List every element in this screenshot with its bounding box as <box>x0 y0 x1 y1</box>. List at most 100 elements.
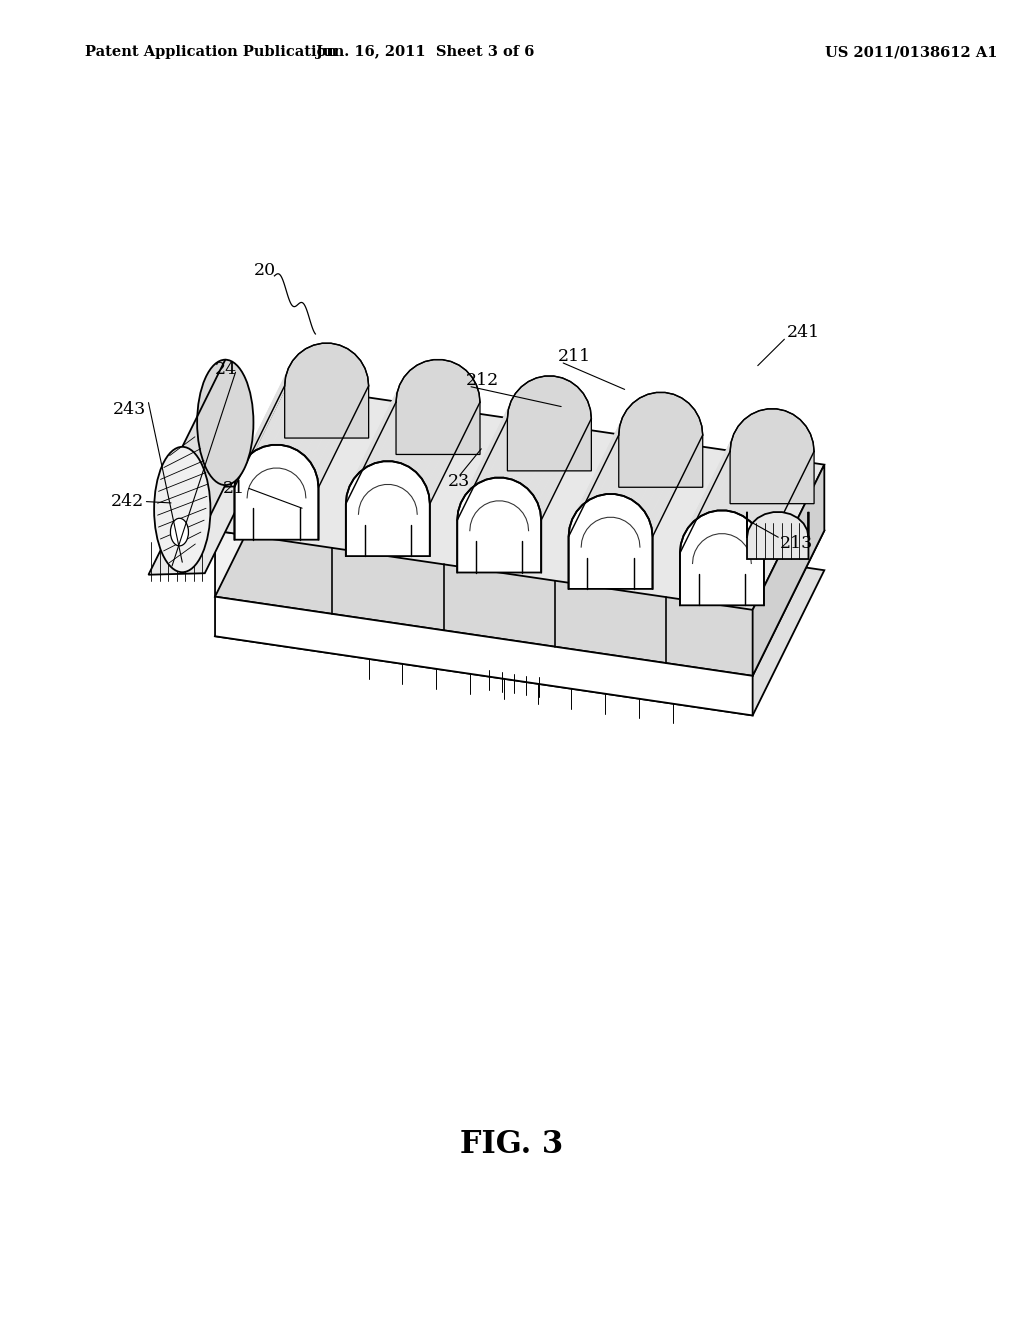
Polygon shape <box>709 409 768 512</box>
Polygon shape <box>568 436 618 537</box>
Polygon shape <box>249 348 305 455</box>
Text: US 2011/0138612 A1: US 2011/0138612 A1 <box>825 45 997 59</box>
Polygon shape <box>392 359 451 463</box>
Polygon shape <box>263 343 323 446</box>
Text: 241: 241 <box>786 325 819 341</box>
Polygon shape <box>538 401 591 511</box>
Ellipse shape <box>170 519 188 546</box>
Polygon shape <box>644 409 699 519</box>
Polygon shape <box>478 378 537 483</box>
Polygon shape <box>750 420 806 528</box>
Polygon shape <box>354 371 410 479</box>
Polygon shape <box>504 376 562 479</box>
Polygon shape <box>606 392 666 494</box>
Polygon shape <box>726 409 785 512</box>
Polygon shape <box>215 451 824 676</box>
Polygon shape <box>486 376 545 479</box>
Polygon shape <box>458 401 511 511</box>
Polygon shape <box>512 378 570 483</box>
Polygon shape <box>304 354 360 462</box>
Text: 212: 212 <box>466 372 499 388</box>
Text: 21: 21 <box>223 480 246 496</box>
Text: Patent Application Publication: Patent Application Publication <box>85 45 337 59</box>
Ellipse shape <box>197 360 254 486</box>
Polygon shape <box>568 494 652 589</box>
Polygon shape <box>590 395 648 499</box>
Polygon shape <box>310 360 365 470</box>
Polygon shape <box>290 345 348 450</box>
Polygon shape <box>684 426 738 536</box>
Polygon shape <box>346 403 396 504</box>
Text: 20: 20 <box>254 263 276 279</box>
Polygon shape <box>367 362 425 467</box>
Polygon shape <box>639 403 694 511</box>
Polygon shape <box>148 486 248 574</box>
Polygon shape <box>527 387 584 495</box>
Polygon shape <box>314 368 368 479</box>
Text: 24: 24 <box>215 362 238 378</box>
Text: FIG. 3: FIG. 3 <box>461 1129 563 1160</box>
Polygon shape <box>465 387 521 495</box>
Polygon shape <box>730 409 814 504</box>
Polygon shape <box>298 348 354 455</box>
Polygon shape <box>409 366 466 473</box>
Polygon shape <box>764 451 814 553</box>
Polygon shape <box>746 512 809 560</box>
Polygon shape <box>256 345 313 450</box>
Polygon shape <box>569 417 623 528</box>
Polygon shape <box>317 378 369 487</box>
Text: 243: 243 <box>113 401 145 417</box>
Text: 242: 242 <box>111 494 143 510</box>
Polygon shape <box>281 343 340 446</box>
Text: 213: 213 <box>780 536 813 552</box>
Polygon shape <box>349 378 404 487</box>
Polygon shape <box>760 434 813 544</box>
Polygon shape <box>632 397 689 504</box>
Polygon shape <box>471 381 528 488</box>
Polygon shape <box>457 409 508 520</box>
Polygon shape <box>680 451 730 553</box>
Polygon shape <box>422 378 476 487</box>
Polygon shape <box>430 403 480 504</box>
Polygon shape <box>508 376 592 471</box>
Polygon shape <box>396 359 480 454</box>
Polygon shape <box>215 597 753 715</box>
Polygon shape <box>236 368 289 479</box>
Polygon shape <box>568 426 620 537</box>
Polygon shape <box>735 411 793 516</box>
Polygon shape <box>285 343 369 438</box>
Polygon shape <box>756 426 810 536</box>
Polygon shape <box>583 397 640 504</box>
Polygon shape <box>598 392 656 496</box>
Polygon shape <box>541 418 592 520</box>
Polygon shape <box>429 393 480 504</box>
Polygon shape <box>375 359 433 463</box>
Polygon shape <box>416 371 472 479</box>
Polygon shape <box>383 359 442 461</box>
Polygon shape <box>652 436 702 537</box>
Polygon shape <box>215 385 824 610</box>
Text: 211: 211 <box>558 348 591 364</box>
Polygon shape <box>215 491 824 715</box>
Polygon shape <box>681 434 734 544</box>
Polygon shape <box>318 385 369 487</box>
Polygon shape <box>457 478 541 573</box>
Polygon shape <box>680 511 764 606</box>
Polygon shape <box>615 392 674 496</box>
Polygon shape <box>534 393 588 503</box>
Polygon shape <box>694 414 752 521</box>
Polygon shape <box>572 409 627 519</box>
Polygon shape <box>243 354 299 462</box>
Polygon shape <box>649 417 701 528</box>
Polygon shape <box>234 385 285 487</box>
Polygon shape <box>680 442 731 553</box>
Polygon shape <box>618 392 702 487</box>
Polygon shape <box>624 395 682 499</box>
Polygon shape <box>688 420 744 528</box>
Text: 23: 23 <box>447 474 470 490</box>
Polygon shape <box>272 343 331 445</box>
Polygon shape <box>234 445 318 540</box>
Polygon shape <box>520 381 578 488</box>
Polygon shape <box>234 378 286 487</box>
Polygon shape <box>457 418 508 520</box>
